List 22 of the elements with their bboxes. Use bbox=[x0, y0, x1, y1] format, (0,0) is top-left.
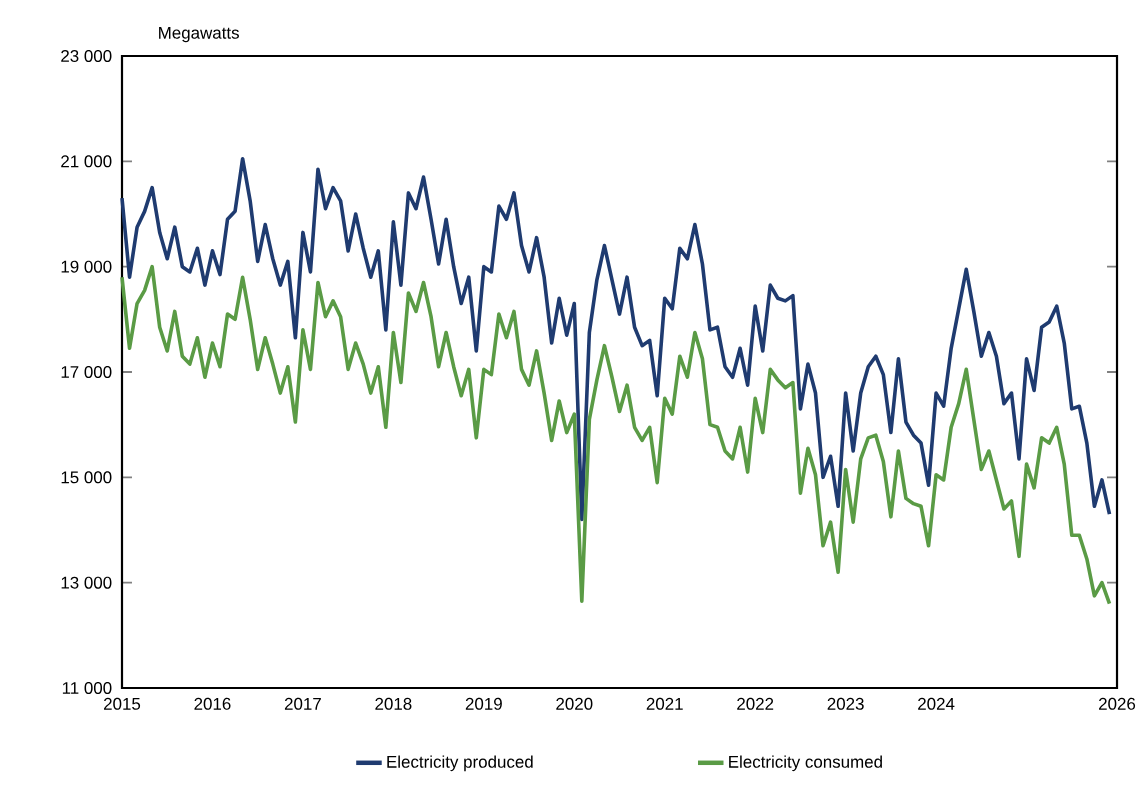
y-tick-label: 23 000 bbox=[61, 49, 112, 62]
x-tick-label: 2021 bbox=[646, 697, 683, 710]
x-tick-label: 2019 bbox=[465, 697, 502, 710]
x-tick-label: 2024 bbox=[918, 697, 955, 710]
x-tick-label: 2015 bbox=[104, 697, 141, 710]
x-tick-label: 2020 bbox=[556, 697, 593, 710]
y-tick-label: 17 000 bbox=[61, 366, 112, 378]
y-tick-label: 21 000 bbox=[61, 155, 112, 168]
y-tick-label: 15 000 bbox=[61, 471, 112, 484]
x-tick-label: 2017 bbox=[284, 697, 321, 710]
line-series bbox=[120, 264, 1112, 606]
y-tick-label: 11 000 bbox=[62, 682, 112, 694]
x-tick-label: 2026 bbox=[1099, 697, 1136, 710]
y-tick-label: 13 000 bbox=[61, 576, 112, 589]
legend-label: Electricity consumed bbox=[729, 755, 882, 772]
y-axis-title: Megawatts bbox=[159, 26, 239, 43]
x-tick-label: 2022 bbox=[737, 697, 774, 710]
x-tick-label: 2018 bbox=[375, 697, 412, 710]
x-tick-label: 2023 bbox=[827, 697, 864, 710]
x-tick-label: 2016 bbox=[194, 697, 231, 710]
legend-label: Electricity produced bbox=[387, 755, 533, 772]
y-tick-label: 19 000 bbox=[61, 260, 112, 273]
